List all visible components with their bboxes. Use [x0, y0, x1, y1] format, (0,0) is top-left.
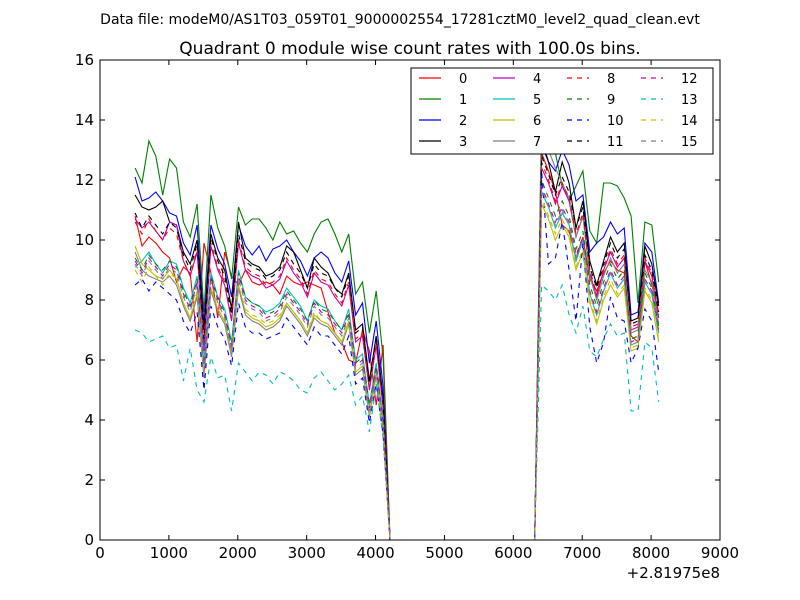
x-tick-label: 1000	[150, 544, 188, 562]
series-line-9	[134, 179, 660, 540]
legend-label-1: 1	[459, 93, 467, 108]
x-tick-label: 8000	[632, 544, 670, 562]
series-line-8	[134, 161, 660, 540]
series-line-3	[134, 143, 660, 540]
series-line-6	[134, 203, 660, 540]
legend-label-12: 12	[681, 72, 698, 87]
x-offset-label: +2.81975e8	[627, 564, 720, 582]
series-layer	[134, 113, 660, 540]
y-tick-label: 2	[84, 471, 94, 489]
legend-label-6: 6	[533, 114, 541, 129]
legend-label-9: 9	[607, 93, 615, 108]
x-tick-label: 0	[95, 544, 105, 562]
legend-label-15: 15	[681, 135, 698, 150]
series-line-5	[134, 191, 660, 540]
y-tick-label: 6	[84, 351, 94, 369]
legend-label-2: 2	[459, 114, 467, 129]
x-tick-label: 4000	[356, 544, 394, 562]
legend-box	[410, 67, 714, 155]
x-tick-label: 3000	[288, 544, 326, 562]
figure-suptitle: Data file: modeM0/AS1T03_059T01_90000025…	[100, 12, 700, 28]
y-tick-label: 10	[75, 231, 94, 249]
legend-label-10: 10	[607, 114, 624, 129]
legend-label-8: 8	[607, 72, 615, 87]
x-tick-label: 2000	[219, 544, 257, 562]
legend-label-11: 11	[607, 135, 624, 150]
series-line-2	[134, 137, 660, 540]
legend-label-5: 5	[533, 93, 541, 108]
series-line-10	[134, 170, 660, 540]
legend-label-14: 14	[681, 114, 698, 129]
y-tick-label: 0	[84, 531, 94, 549]
chart-title: Quadrant 0 module wise count rates with …	[179, 39, 640, 59]
x-tick-label: 6000	[494, 544, 532, 562]
x-tick-label: 5000	[425, 544, 463, 562]
legend-label-7: 7	[533, 135, 541, 150]
legend-label-0: 0	[459, 72, 467, 87]
y-tick-label: 4	[84, 411, 94, 429]
legend-label-13: 13	[681, 93, 698, 108]
ticks-layer: 0 1000 2000 3000 4000 5000 6000 7000 8000 9000 0 2 4…	[75, 51, 739, 562]
y-tick-label: 8	[84, 291, 94, 309]
series-line-0	[134, 152, 660, 540]
x-tick-label: 9000	[701, 544, 739, 562]
y-tick-label: 16	[75, 51, 94, 69]
x-tick-label: 7000	[563, 544, 601, 562]
legend-label-4: 4	[533, 72, 541, 87]
legend-label-3: 3	[459, 135, 467, 150]
y-tick-label: 14	[75, 111, 94, 129]
series-line-13	[134, 283, 660, 540]
series-line-11	[134, 155, 660, 540]
series-line-12	[134, 185, 660, 540]
y-tick-label: 12	[75, 171, 94, 189]
